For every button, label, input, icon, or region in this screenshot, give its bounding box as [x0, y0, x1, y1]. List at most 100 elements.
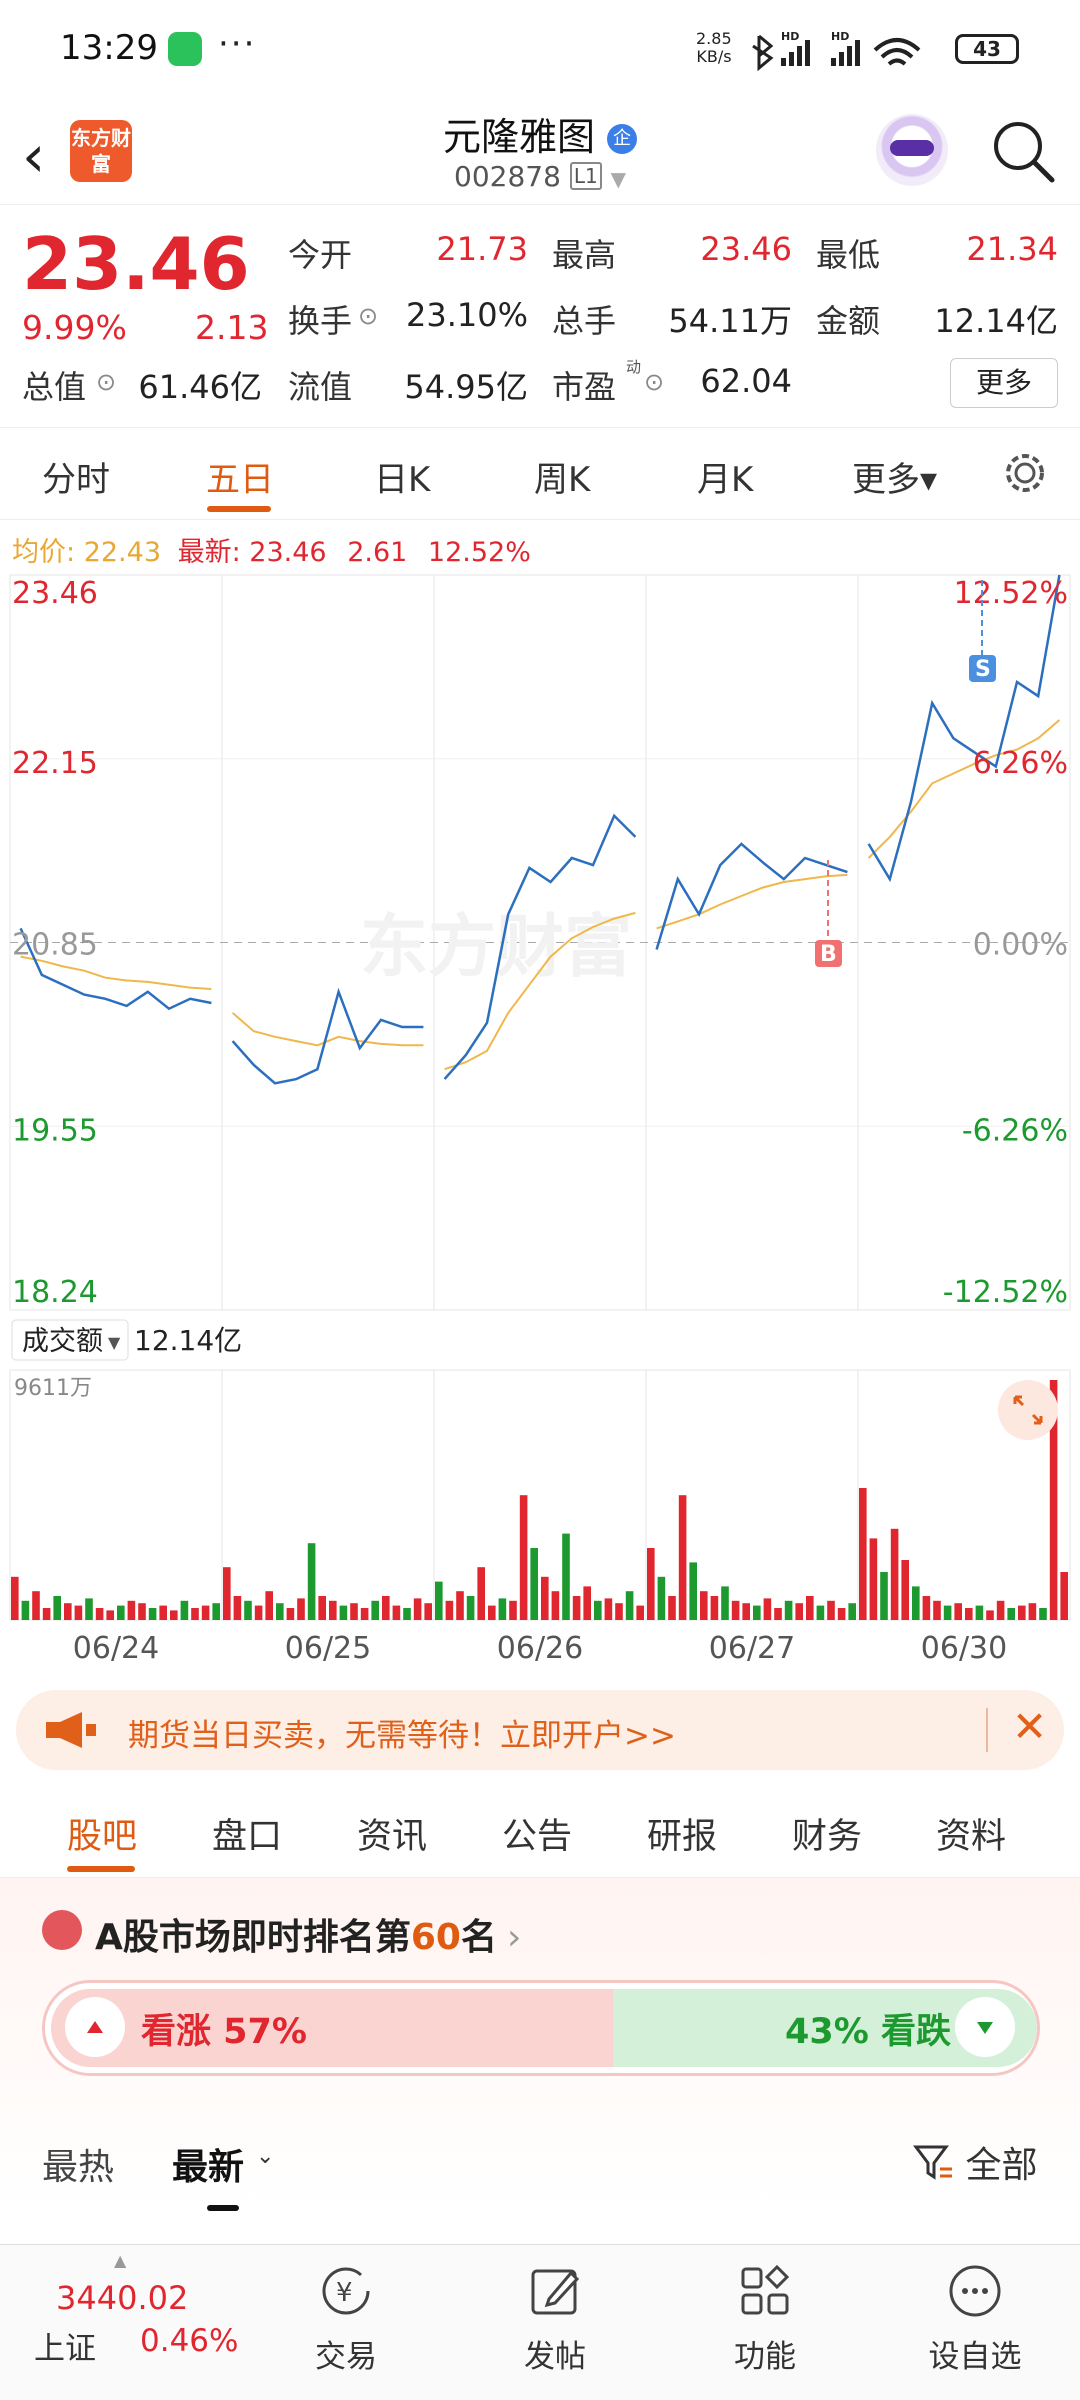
volume-value: 54.11万 [668, 302, 792, 340]
chevron-down-icon: ⌄ [256, 2144, 275, 2169]
app-logo[interactable]: 东方财富 [70, 120, 132, 182]
low-label: 最低 [816, 236, 881, 274]
volume-bar [689, 1562, 697, 1620]
volume-bar [435, 1581, 443, 1620]
more-circle-icon [949, 2265, 1001, 2317]
feed-tab-latest[interactable]: 最新 [172, 2147, 245, 2188]
rank-suffix: 名 [460, 1917, 497, 1958]
volume-bar [488, 1605, 496, 1620]
rank-chart-icon [42, 1910, 82, 1950]
info-icon[interactable]: ⊙ [358, 302, 379, 330]
right-tick-label: 12.52% [954, 576, 1068, 611]
volume-bar [117, 1605, 125, 1620]
series-segment [444, 911, 636, 1071]
stock-name: 元隆雅图 [442, 115, 595, 159]
info-icon[interactable]: ⊙ [644, 368, 665, 396]
net-speed-unit: KB/s [696, 47, 732, 66]
volume-bar [254, 1605, 263, 1620]
bluetooth-icon [752, 34, 774, 72]
nav-post-label: 发帖 [524, 2339, 586, 2375]
assistant-robot-icon[interactable] [876, 114, 948, 186]
ad-separator [986, 1708, 988, 1752]
tab-five-day[interactable]: 五日 [206, 460, 274, 500]
tab-announcements[interactable]: 公告 [502, 1817, 573, 1857]
tab-pankou[interactable]: 盘口 [212, 1817, 283, 1857]
volume-bar [382, 1596, 390, 1620]
market-rank[interactable]: A股市场即时排名第60名 › [95, 1908, 521, 1960]
bullish-segment[interactable] [51, 1989, 614, 2067]
hd2-label: HD [831, 30, 849, 43]
more-quote-button[interactable]: 更多 [950, 358, 1058, 408]
hd1-label: HD [781, 30, 799, 43]
sell-marker: S [969, 580, 996, 682]
tab-guba[interactable]: 股吧 [67, 1817, 138, 1857]
tab-news[interactable]: 资讯 [357, 1817, 428, 1857]
volume-bar [445, 1600, 454, 1620]
search-icon[interactable] [990, 118, 1056, 184]
volume-bar [530, 1548, 538, 1620]
more-notifications-icon: ··· [218, 24, 257, 64]
stock-code-row[interactable]: 002878 L1 ▼ [0, 160, 1080, 193]
volume-bar [53, 1596, 61, 1620]
nav-add-watchlist[interactable]: 设自选 [905, 2263, 1045, 2376]
volume-bar [360, 1608, 369, 1620]
volume-bar [244, 1600, 252, 1620]
tab-daily-k[interactable]: 日K [374, 460, 431, 500]
tab-more[interactable]: 更多▾ [852, 460, 938, 500]
amount-label: 金额 [816, 302, 881, 340]
stock-title: 元隆雅图 企 [0, 106, 1080, 161]
edit-icon [531, 2269, 580, 2315]
chevron-right-icon: › [507, 1917, 522, 1958]
volume-bar [795, 1603, 803, 1620]
change-percent: 9.99% [22, 308, 127, 347]
volume-bar [265, 1591, 273, 1620]
turnover-label: 换手 [288, 302, 353, 340]
settings-gear-icon[interactable] [1000, 448, 1050, 498]
trade-yen-icon: ¥ [322, 2267, 370, 2315]
nav-functions[interactable]: 功能 [695, 2263, 835, 2376]
right-tick-label: -12.52% [943, 1275, 1068, 1310]
volume-bar [996, 1600, 1005, 1620]
volume-bar [191, 1608, 199, 1620]
tab-finance[interactable]: 财务 [792, 1817, 863, 1857]
feed-tab-hot[interactable]: 最热 [42, 2147, 115, 2188]
tab-intraday[interactable]: 分时 [42, 460, 110, 500]
tab-monthly-k[interactable]: 月K [697, 460, 754, 500]
close-icon[interactable]: ✕ [1012, 1702, 1048, 1751]
svg-text:▼: ▼ [108, 1333, 121, 1352]
bearish-label: 43% 看跌 [785, 2012, 951, 2052]
bearish-vote-button[interactable] [955, 1997, 1015, 2057]
volume-bar [869, 1538, 878, 1620]
nav-post[interactable]: 发帖 [485, 2263, 625, 2376]
info-icon[interactable]: ⊙ [96, 368, 117, 396]
volume-bar [700, 1591, 708, 1620]
volume-bar [657, 1576, 666, 1620]
volume-bar [668, 1596, 676, 1620]
filter-button[interactable]: 全部 [912, 2136, 1037, 2188]
volume-bar [647, 1548, 655, 1620]
volume-bar [827, 1600, 835, 1620]
volume-total: 12.14亿 [134, 1324, 242, 1357]
nav-trade[interactable]: ¥ 交易 [276, 2263, 416, 2376]
volume-bar [276, 1603, 284, 1620]
volume-bar [212, 1603, 220, 1620]
chart-grid [9, 574, 1071, 1311]
series-segment [19, 927, 212, 1011]
tab-research[interactable]: 研报 [647, 1817, 718, 1857]
left-axis-ticks: 23.46 22.15 20.85 19.55 18.24 [12, 576, 98, 1310]
tab-weekly-k[interactable]: 周K [534, 460, 591, 500]
back-button[interactable]: ‹ [22, 122, 46, 190]
status-time: 13:29 [60, 28, 158, 68]
cell-signal-1-icon [781, 40, 810, 66]
stock-header: 元隆雅图 企 002878 L1 ▼ ‹ 东方财富 [0, 100, 1080, 205]
active-tab-indicator [207, 506, 271, 512]
pe-value: 62.04 [700, 362, 792, 400]
futures-ad-banner[interactable]: 期货当日买卖，无需等待！立即开户>> ✕ [16, 1690, 1064, 1770]
index-pct: 0.46% [140, 2323, 239, 2359]
x-tick-label: 06/26 [497, 1631, 583, 1666]
volume-bar [954, 1603, 962, 1620]
tab-profile[interactable]: 资料 [936, 1817, 1007, 1857]
right-tick-label: 6.26% [973, 746, 1068, 781]
bullish-vote-button[interactable] [65, 1997, 125, 2057]
